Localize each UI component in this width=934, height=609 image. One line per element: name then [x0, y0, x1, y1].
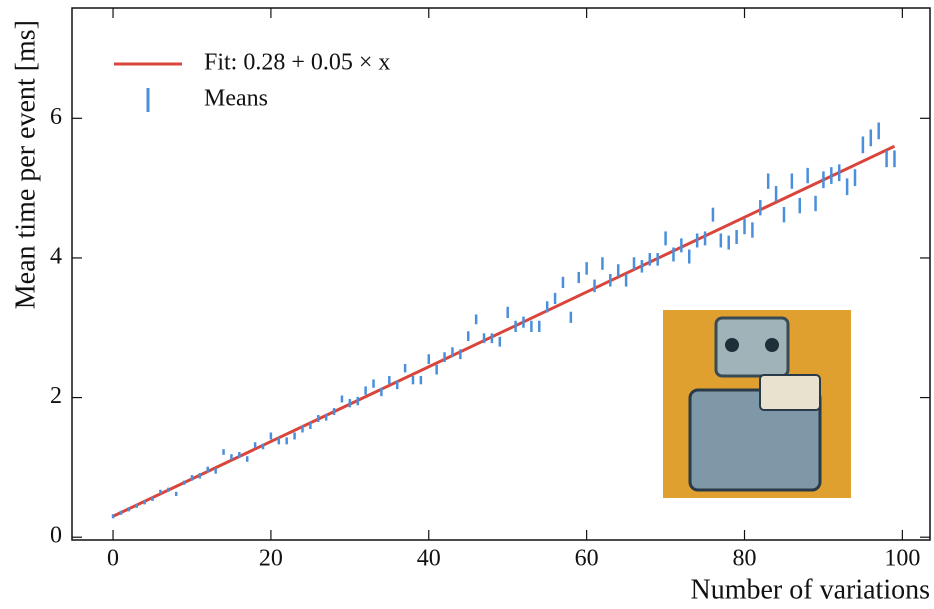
x-tick-label: 20 [259, 546, 283, 572]
x-tick-label: 0 [107, 546, 119, 572]
y-tick-label: 6 [50, 104, 62, 130]
x-tick-label: 80 [733, 546, 757, 572]
robot-body [688, 388, 822, 492]
y-tick-label: 2 [50, 383, 62, 409]
robot-gauge [759, 374, 821, 411]
legend-label: Means [204, 86, 268, 112]
y-axis-label: Mean time per event [ms] [10, 20, 41, 309]
x-tick-label: 100 [884, 546, 920, 572]
x-axis-label: Number of variations [691, 574, 931, 605]
legend-label: Fit: 0.28 + 0.05 × x [204, 50, 390, 76]
x-tick-label: 40 [417, 546, 441, 572]
plot-frame [71, 7, 931, 541]
robot-eye [725, 338, 739, 352]
x-tick-label: 60 [575, 546, 599, 572]
fit-line [112, 144, 896, 518]
robot-image [663, 310, 851, 498]
y-tick-label: 4 [50, 243, 62, 269]
robot-head [714, 316, 790, 378]
y-tick-label: 0 [50, 523, 62, 549]
robot-eye [765, 338, 779, 352]
